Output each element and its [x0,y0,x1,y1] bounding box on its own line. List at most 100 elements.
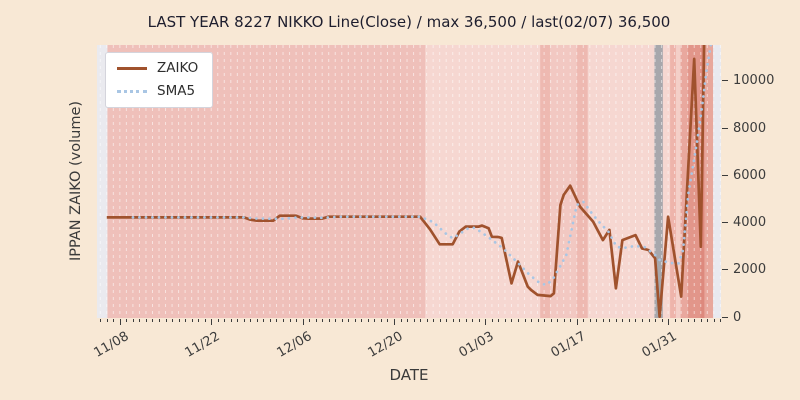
x-tick-mark-minor [622,319,624,322]
x-tick-mark-minor [681,319,683,322]
x-tick-mark-minor [628,319,630,322]
x-tick-mark-minor [139,319,141,322]
x-tick-mark-major [393,319,395,325]
x-tick-mark-minor [563,319,565,322]
x-tick-mark-minor [439,319,441,322]
y-tick-label: 0 [733,309,742,325]
legend-item-sma5: SMA5 [117,82,198,99]
y-tick-mark [722,80,728,82]
x-tick-label: 01/17 [548,329,589,361]
legend: ZAIKO SMA5 [105,52,214,108]
x-tick-mark-minor [615,319,617,322]
x-tick-mark-minor [256,319,258,322]
x-tick-mark-minor [635,319,637,322]
day-band [540,45,550,318]
x-tick-mark-minor [348,319,350,322]
x-tick-mark-minor [642,319,644,322]
x-tick-mark-minor [550,319,552,322]
x-tick-mark-minor [433,319,435,322]
x-tick-mark-minor [354,319,356,322]
x-tick-mark-minor [165,319,167,322]
zaiko-line [106,45,706,318]
x-tick-mark-minor [687,319,689,322]
plot-area: ZAIKO SMA5 [97,45,721,318]
y-tick-label: 6000 [733,167,767,183]
x-tick-mark-minor [237,319,239,322]
day-band [97,45,108,318]
x-axis-label: DATE [389,366,429,384]
x-tick-mark-minor [178,319,180,322]
x-tick-mark-major [576,319,578,325]
x-tick-mark-minor [152,319,154,322]
x-tick-mark-minor [674,319,676,322]
x-tick-mark-minor [361,319,363,322]
x-tick-mark-minor [655,319,657,322]
x-tick-mark-minor [504,319,506,322]
legend-label-sma5: SMA5 [157,82,196,99]
x-tick-mark-minor [374,319,376,322]
x-tick-mark-minor [700,319,702,322]
x-tick-mark-minor [328,319,330,322]
x-tick-mark-minor [224,319,226,322]
sma5-line [131,45,713,287]
chart-title: LAST YEAR 8227 NIKKO Line(Close) / max 3… [147,13,671,31]
legend-label-zaiko: ZAIKO [157,60,199,76]
x-tick-mark-minor [420,319,422,322]
x-tick-mark-minor [106,319,108,322]
x-tick-mark-minor [407,319,409,322]
day-band [713,45,721,318]
x-tick-mark-minor [531,319,533,322]
x-tick-mark-minor [341,319,343,322]
day-band [654,45,663,318]
x-tick-label: 01/31 [639,329,680,361]
x-tick-mark-minor [544,319,546,322]
x-tick-mark-minor [276,319,278,322]
x-tick-mark-minor [713,319,715,322]
x-tick-mark-minor [100,319,102,322]
x-tick-mark-minor [472,319,474,322]
x-tick-mark-minor [459,319,461,322]
x-tick-mark-major [211,319,213,325]
zaiko-line-swatch [117,67,147,71]
x-tick-mark-minor [478,319,480,322]
x-tick-mark-minor [537,319,539,322]
x-tick-mark-minor [132,319,134,322]
x-tick-mark-minor [583,319,585,322]
x-tick-mark-major [302,319,304,325]
x-tick-mark-minor [296,319,298,322]
x-tick-mark-minor [498,319,500,322]
x-tick-mark-minor [269,319,271,322]
x-tick-mark-minor [694,319,696,322]
y-tick-mark [722,127,728,129]
x-tick-mark-minor [609,319,611,322]
y-tick-mark [722,174,728,176]
x-tick-mark-minor [191,319,193,322]
plot-canvas [97,45,721,318]
x-tick-mark-major [668,319,670,325]
day-band [704,45,714,318]
day-band [680,45,688,318]
x-tick-mark-minor [570,319,572,322]
x-tick-mark-minor [602,319,604,322]
y-tick-mark [722,316,728,318]
day-band [662,45,671,318]
x-tick-mark-major [485,319,487,325]
day-band [587,45,655,318]
x-tick-mark-minor [596,319,598,322]
x-tick-mark-minor [289,319,291,322]
x-tick-mark-minor [648,319,650,322]
x-tick-mark-minor [367,319,369,322]
sma5-line-swatch [117,89,147,93]
x-tick-mark-minor [413,319,415,322]
x-tick-mark-minor [557,319,559,322]
x-tick-mark-minor [185,319,187,322]
x-tick-mark-minor [243,319,245,322]
x-tick-label: 11/22 [182,329,223,361]
x-tick-mark-minor [217,319,219,322]
x-tick-mark-minor [387,319,389,322]
x-tick-mark-minor [380,319,382,322]
x-tick-mark-minor [720,319,722,322]
day-band [675,45,681,318]
x-tick-mark-minor [159,319,160,322]
